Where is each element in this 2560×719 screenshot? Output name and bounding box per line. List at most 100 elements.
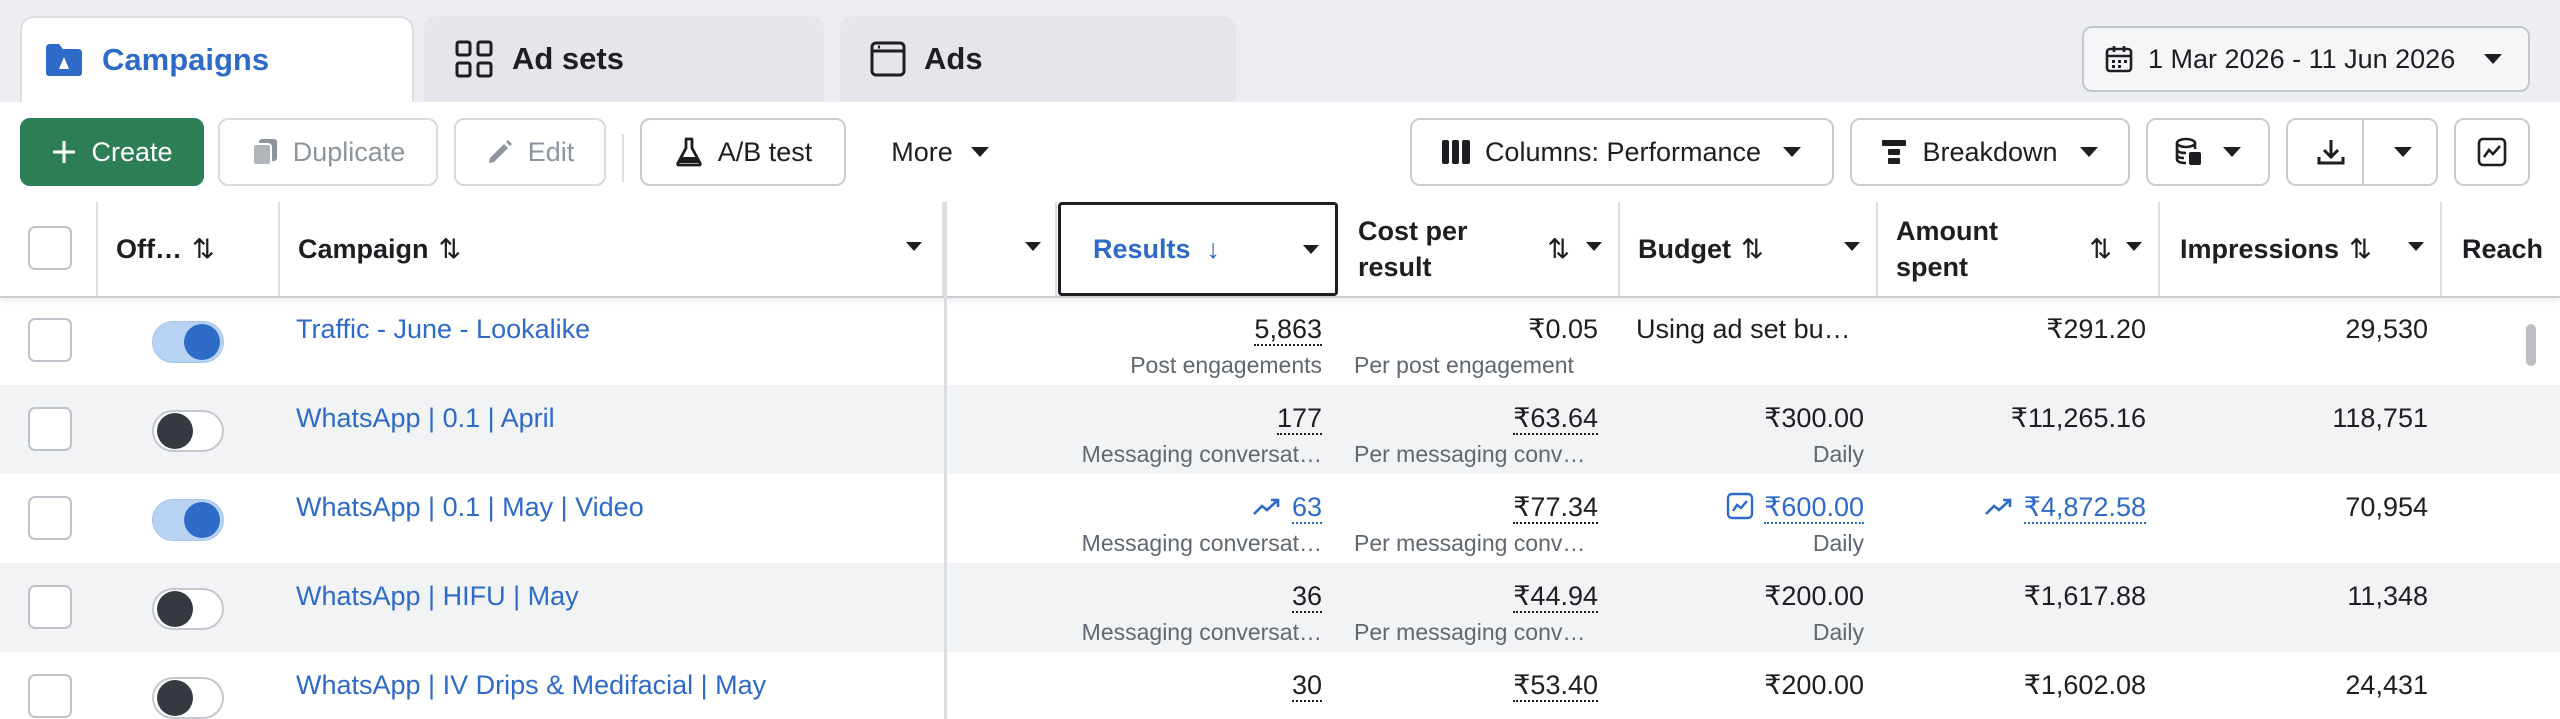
edit-button[interactable]: Edit bbox=[454, 118, 606, 186]
impressions-value: 11,348 bbox=[2347, 581, 2428, 611]
date-range-label: 1 Mar 2026 - 11 Jun 2026 bbox=[2148, 43, 2456, 74]
more-label: More bbox=[891, 136, 953, 167]
table-row[interactable]: WhatsApp | 0.1 | April 177 Messaging conve… bbox=[0, 385, 2560, 474]
campaign-name-link[interactable]: WhatsApp | HIFU | May bbox=[296, 581, 579, 611]
budget-subtitle: Daily bbox=[1812, 441, 1864, 467]
header-amount-spent-label: Amount spent bbox=[1896, 216, 1998, 282]
columns-icon bbox=[1441, 140, 1470, 164]
campaign-name-link[interactable]: Traffic - June - Lookalike bbox=[296, 314, 591, 344]
plus-icon bbox=[53, 141, 76, 163]
impressions-value: 118,751 bbox=[2332, 403, 2428, 433]
budget-subtitle: Daily bbox=[1812, 530, 1864, 556]
impressions-value: 24,431 bbox=[2345, 670, 2428, 700]
column-menu-icon[interactable] bbox=[1303, 245, 1319, 254]
amount-spent-value: ₹291.20 bbox=[2046, 314, 2146, 344]
folder-icon bbox=[46, 44, 82, 76]
header-results[interactable]: Results ↓ bbox=[1058, 202, 1338, 296]
toggle-knob bbox=[157, 413, 193, 449]
chart-icon bbox=[1727, 492, 1754, 520]
column-menu-icon[interactable] bbox=[2408, 242, 2424, 251]
amount-spent-value[interactable]: ₹4,872.58 bbox=[1878, 492, 2146, 524]
budget-subtitle: Daily bbox=[1812, 619, 1864, 645]
vertical-scrollbar[interactable] bbox=[2526, 324, 2536, 366]
duplicate-icon bbox=[251, 139, 277, 166]
ad-window-icon bbox=[870, 41, 906, 77]
row-checkbox[interactable] bbox=[28, 318, 72, 362]
sort-icon: ⇅ bbox=[2349, 233, 2372, 264]
results-subtitle: Messaging conversat… bbox=[1081, 619, 1322, 645]
budget-value[interactable]: ₹600.00 bbox=[1620, 492, 1864, 524]
results-value: 63 bbox=[1060, 492, 1322, 524]
columns-button[interactable]: Columns: Performance bbox=[1410, 118, 1834, 186]
chevron-down-icon bbox=[2079, 147, 2098, 157]
column-menu-icon[interactable] bbox=[1844, 242, 1860, 251]
trend-up-icon bbox=[1253, 498, 1280, 515]
sort-icon: ⇅ bbox=[1740, 233, 1764, 264]
header-budget-label: Budget bbox=[1638, 234, 1731, 264]
tab-label: Ad sets bbox=[512, 41, 624, 76]
header-hidden-column[interactable] bbox=[947, 202, 1057, 296]
campaign-toggle[interactable] bbox=[152, 499, 224, 541]
row-checkbox[interactable] bbox=[28, 674, 72, 718]
tab-label: Ads bbox=[924, 41, 983, 76]
header-amount-spent[interactable]: Amount spent ⇅ bbox=[1878, 202, 2160, 296]
breakdown-button[interactable]: Breakdown bbox=[1850, 118, 2130, 186]
campaign-toggle[interactable] bbox=[152, 677, 224, 719]
duplicate-button[interactable]: Duplicate bbox=[218, 118, 438, 186]
header-cost-per-result[interactable]: Cost per result ⇅ bbox=[1340, 202, 1620, 296]
campaign-toggle[interactable] bbox=[152, 588, 224, 630]
duplicate-label: Duplicate bbox=[292, 136, 406, 167]
campaign-name-link[interactable]: WhatsApp | 0.1 | April bbox=[296, 403, 555, 433]
campaign-toggle[interactable] bbox=[152, 321, 224, 363]
cost-per-result-subtitle: Per post engagement bbox=[1354, 352, 1574, 378]
chart-view-button[interactable] bbox=[2454, 118, 2530, 186]
column-menu-icon[interactable] bbox=[1025, 242, 1041, 251]
reports-button[interactable] bbox=[2146, 118, 2270, 186]
breakdown-icon bbox=[1882, 140, 1907, 164]
results-subtitle: Post engagements bbox=[1130, 352, 1322, 378]
header-campaign-label: Campaign bbox=[298, 234, 429, 264]
table-row[interactable]: WhatsApp | IV Drips & Medifacial | May 30… bbox=[0, 652, 2560, 719]
results-value: 177 bbox=[1276, 403, 1322, 435]
row-checkbox[interactable] bbox=[28, 496, 72, 540]
results-value: 30 bbox=[1291, 670, 1322, 702]
tab-label: Campaigns bbox=[102, 42, 270, 77]
columns-label: Columns: Performance bbox=[1484, 136, 1762, 167]
sort-icon: ⇅ bbox=[2089, 233, 2112, 264]
campaign-name-link[interactable]: WhatsApp | IV Drips & Medifacial | May bbox=[296, 670, 767, 700]
header-cost-per-result-label: Cost per result bbox=[1358, 216, 1468, 282]
column-menu-icon[interactable] bbox=[2126, 242, 2142, 251]
header-off-on[interactable]: Off… ⇅ bbox=[98, 202, 280, 296]
row-checkbox[interactable] bbox=[28, 407, 72, 451]
budget-value: ₹200.00 bbox=[1764, 670, 1864, 700]
row-checkbox[interactable] bbox=[28, 585, 72, 629]
campaign-name-link[interactable]: WhatsApp | 0.1 | May | Video bbox=[296, 492, 644, 522]
chevron-down-icon bbox=[970, 147, 989, 157]
chevron-down-icon bbox=[2394, 147, 2412, 157]
header-impressions[interactable]: Impressions ⇅ bbox=[2160, 202, 2442, 296]
tab-ads[interactable]: Ads bbox=[840, 16, 1236, 102]
create-label: Create bbox=[91, 136, 173, 167]
chevron-down-icon bbox=[2484, 54, 2502, 64]
table-header: Off… ⇅ Campaign ⇅ Results ↓ Cost per resu… bbox=[0, 202, 2560, 298]
table-row[interactable]: WhatsApp | 0.1 | May | Video 63 Messaging … bbox=[0, 474, 2560, 563]
table-row[interactable]: Traffic - June - Lookalike 5,863 Post enga… bbox=[0, 296, 2560, 385]
tab-ad-sets[interactable]: Ad sets bbox=[424, 16, 824, 102]
ab-test-button[interactable]: A/B test bbox=[640, 118, 846, 186]
header-impressions-label: Impressions bbox=[2180, 234, 2340, 264]
table-row[interactable]: WhatsApp | HIFU | May 36 Messaging convers… bbox=[0, 563, 2560, 652]
header-campaign[interactable]: Campaign ⇅ bbox=[280, 202, 944, 296]
create-button[interactable]: Create bbox=[20, 118, 204, 186]
export-dropdown-button[interactable] bbox=[2370, 120, 2436, 184]
more-button[interactable]: More bbox=[868, 118, 1014, 186]
toggle-knob bbox=[157, 680, 193, 716]
tab-campaigns[interactable]: Campaigns bbox=[20, 16, 414, 102]
sort-icon: ⇅ bbox=[191, 233, 215, 264]
date-range-picker[interactable]: 1 Mar 2026 - 11 Jun 2026 bbox=[2082, 26, 2530, 92]
column-menu-icon[interactable] bbox=[906, 242, 922, 251]
column-menu-icon[interactable] bbox=[1586, 242, 1602, 251]
header-reach[interactable]: Reach bbox=[2442, 202, 2560, 296]
campaign-toggle[interactable] bbox=[152, 410, 224, 452]
select-all-checkbox[interactable] bbox=[28, 226, 72, 270]
header-budget[interactable]: Budget ⇅ bbox=[1620, 202, 1878, 296]
